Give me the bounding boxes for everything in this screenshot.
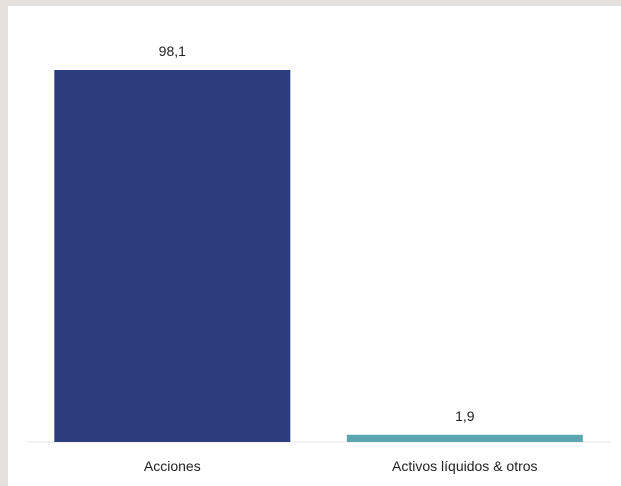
category-labels-group: Acciones Activos líquidos & otros [144,458,538,474]
bar-1 [54,70,291,442]
bars-group [54,70,583,442]
bar-2 [346,434,583,442]
bar-chart: 98,1 1,9 Acciones Activos líquidos & otros [26,43,611,474]
category-label-2: Activos líquidos & otros [392,458,538,474]
chart-frame: 98,1 1,9 Acciones Activos líquidos & otros [8,6,621,486]
category-label-1: Acciones [144,458,201,474]
bar-value-label-2: 1,9 [455,408,475,424]
value-labels-group: 98,1 1,9 [159,43,475,424]
bar-value-label-1: 98,1 [159,43,186,59]
